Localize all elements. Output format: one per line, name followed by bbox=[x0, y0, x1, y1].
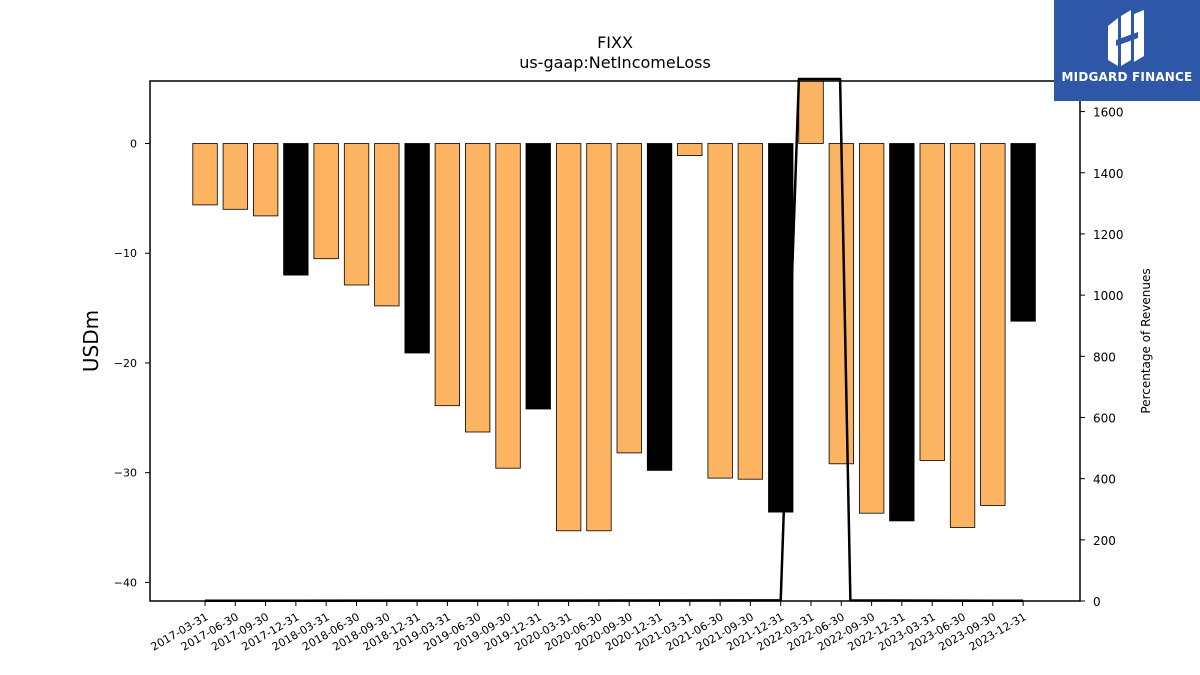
bar-2022-09-30 bbox=[859, 143, 885, 514]
y-axis-left: 0 −10 −20 −30 −40 bbox=[114, 138, 150, 589]
bar-2018-03-31 bbox=[313, 143, 339, 260]
bar-2018-06-30 bbox=[343, 143, 370, 286]
bar-2020-12-31 bbox=[646, 143, 673, 471]
bar-2021-12-31 bbox=[768, 143, 794, 513]
bar-2021-09-30 bbox=[737, 143, 763, 480]
y2-tick-label: 0 bbox=[1093, 595, 1101, 609]
bar-2018-09-30 bbox=[374, 143, 400, 307]
y-tick-label: −40 bbox=[114, 576, 137, 589]
y2-tick-label: 1400 bbox=[1093, 167, 1124, 181]
bar-2019-03-31 bbox=[434, 143, 461, 407]
y2-tick-label: 400 bbox=[1093, 473, 1116, 487]
y2-tick-label: 1000 bbox=[1093, 289, 1124, 303]
y2-tick-label: 200 bbox=[1093, 534, 1116, 548]
midgard-logo-icon bbox=[1108, 10, 1144, 66]
bar-2022-12-31 bbox=[889, 143, 915, 522]
bar-2020-03-31 bbox=[556, 143, 582, 532]
x-axis: 2017-03-312017-06-302017-09-302017-12-31… bbox=[149, 601, 1029, 654]
bar-2019-12-31 bbox=[525, 143, 551, 410]
chart-subtitle: us-gaap:NetIncomeLoss bbox=[519, 53, 711, 72]
y-axis-right: 0 200 400 600 800 1000 1200 1400 1600 bbox=[1080, 106, 1124, 609]
midgard-finance-logo: MIDGARD FINANCE bbox=[1054, 0, 1200, 101]
y-axis-right-label: Percentage of Revenues bbox=[1139, 268, 1153, 413]
bar-2018-12-31 bbox=[404, 143, 430, 354]
bar-2017-09-30 bbox=[252, 143, 279, 217]
logo-text: MIDGARD FINANCE bbox=[1061, 70, 1193, 84]
y-tick-label: −20 bbox=[114, 357, 137, 370]
y-axis-left-label: USDm bbox=[79, 310, 103, 372]
bar-2020-06-30 bbox=[586, 143, 612, 532]
y-tick-label: 0 bbox=[130, 138, 137, 151]
bar-2017-12-31 bbox=[283, 143, 309, 276]
y2-tick-label: 1600 bbox=[1093, 106, 1124, 120]
bar-2023-06-30 bbox=[949, 143, 976, 528]
bar-2017-06-30 bbox=[222, 143, 249, 210]
plot-frame bbox=[149, 80, 1081, 602]
bar-2021-06-30 bbox=[707, 143, 733, 479]
y-tick-label: −30 bbox=[114, 467, 137, 480]
y2-tick-label: 1200 bbox=[1093, 228, 1124, 242]
bar-2017-03-31 bbox=[192, 143, 218, 206]
bar-2020-09-30 bbox=[616, 143, 642, 454]
bar-2023-09-30 bbox=[980, 143, 1006, 506]
bar-2022-03-31 bbox=[798, 80, 824, 144]
bar-2021-03-31 bbox=[677, 143, 703, 157]
bar-2023-12-31 bbox=[1010, 143, 1036, 322]
bar-2019-09-30 bbox=[495, 143, 521, 469]
bar-2019-06-30 bbox=[464, 143, 491, 433]
chart-title: FIXX bbox=[597, 33, 633, 52]
y-tick-label: −10 bbox=[114, 247, 137, 260]
y2-tick-label: 800 bbox=[1093, 350, 1116, 364]
bar-2023-03-31 bbox=[919, 143, 945, 461]
bars-group bbox=[192, 80, 1036, 532]
y2-tick-label: 600 bbox=[1093, 411, 1116, 425]
